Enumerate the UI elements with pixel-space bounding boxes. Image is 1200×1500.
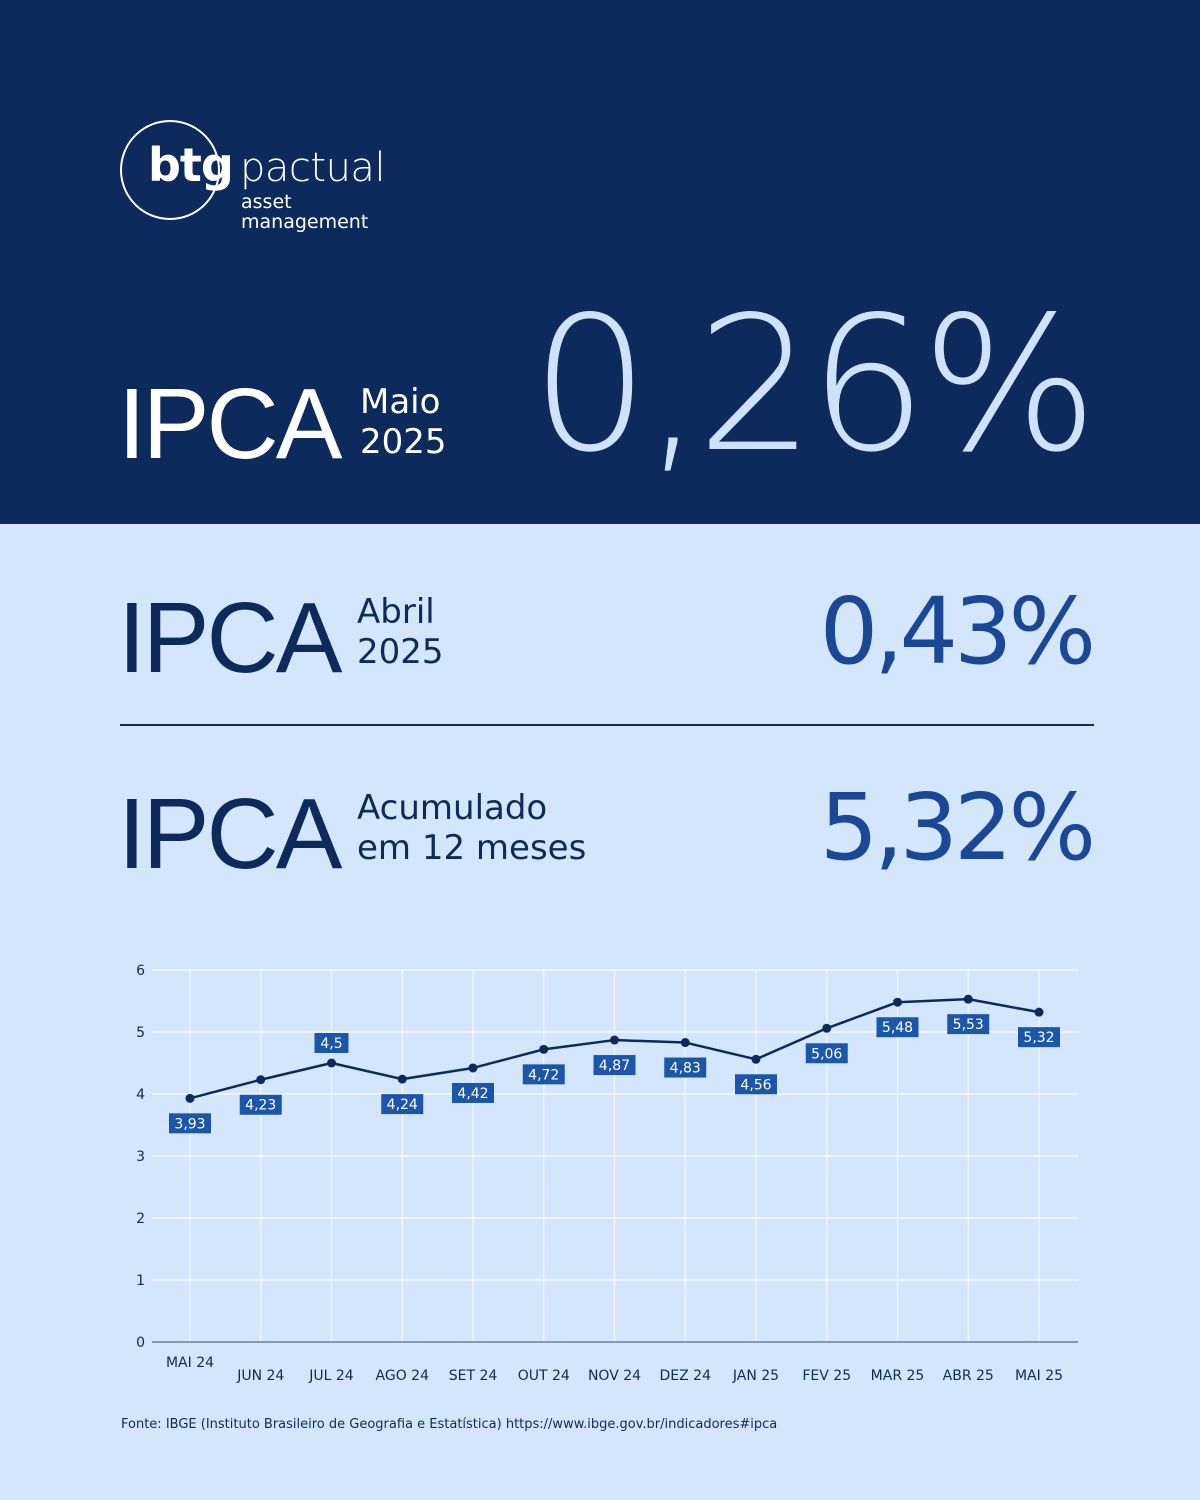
data-point [185, 1093, 195, 1103]
btg-pactual-logo: btg pactual asset management [118, 118, 398, 243]
summary-panel: IPCA Abril 2025 0,43% IPCA Acumulado em … [0, 524, 1200, 1500]
y-tick-label: 3 [136, 1149, 145, 1165]
logo-pactual-text: pactual [240, 145, 386, 191]
data-label-box [522, 1064, 565, 1085]
source-footnote: Fonte: IBGE (Instituto Brasileiro de Geo… [121, 1417, 778, 1432]
data-point [610, 1035, 619, 1045]
data-label: 4,24 [387, 1097, 418, 1113]
previous-period-month: Abril [357, 592, 435, 632]
x-tick-label: JUN 24 [236, 1368, 284, 1384]
data-label-box [593, 1055, 636, 1076]
data-point [327, 1058, 336, 1068]
data-label-box [805, 1043, 848, 1064]
header-period-year: 2025 [360, 422, 447, 462]
y-tick-label: 1 [136, 1273, 145, 1289]
y-tick-label: 2 [136, 1211, 145, 1227]
data-label: 5,53 [953, 1017, 984, 1033]
header-ipca-value: 0,26% [531, 276, 1098, 493]
x-tick-label: JAN 25 [732, 1368, 779, 1384]
x-tick-label: ABR 25 [943, 1368, 994, 1384]
divider-line [120, 724, 1094, 726]
previous-ipca-label: IPCA [118, 582, 342, 694]
x-tick-label: MAR 25 [871, 1368, 925, 1384]
header-ipca-label: IPCA [118, 368, 342, 480]
data-label: 4,23 [245, 1098, 276, 1114]
header-panel: btg pactual asset management IPCA Maio 2… [0, 0, 1200, 524]
data-label: 4,83 [670, 1061, 701, 1077]
data-label: 4,56 [740, 1077, 771, 1093]
logo-circle-icon [120, 120, 220, 220]
accumulated-period-line2: em 12 meses [357, 828, 587, 868]
data-point [397, 1074, 407, 1084]
x-tick-label: OUT 24 [518, 1368, 570, 1384]
data-label-box [314, 1033, 349, 1053]
data-label-box [1018, 1027, 1060, 1048]
accumulated-period-line1: Acumulado [357, 788, 548, 828]
data-label: 5,32 [1023, 1030, 1054, 1046]
data-point [751, 1054, 761, 1064]
data-label: 4,72 [528, 1067, 559, 1083]
accumulated-ipca-label: IPCA [118, 778, 342, 890]
data-label-box [452, 1082, 494, 1103]
data-label-box [169, 1113, 211, 1134]
ipca-12m-line-chart: 0 1 2 3 4 5 6 MAI 24 JUN 24 JUL 24 AGO 24 SET 24 OUT… [0, 940, 1200, 1400]
accumulated-ipca-value: 5,32% [819, 774, 1096, 881]
data-point [680, 1038, 690, 1048]
data-label-box [381, 1094, 424, 1115]
data-label: 5,48 [882, 1020, 913, 1036]
data-label: 4,87 [599, 1058, 630, 1074]
previous-period: Abril 2025 [357, 592, 444, 672]
data-point [893, 997, 902, 1007]
data-point [822, 1023, 832, 1033]
logo-management-text: management [241, 211, 369, 233]
data-label: 5,06 [811, 1046, 842, 1062]
data-point [256, 1075, 266, 1085]
x-tick-label: SET 24 [449, 1368, 498, 1384]
x-tick-label: JUL 24 [308, 1368, 354, 1384]
data-label-box [239, 1094, 282, 1115]
data-label: 4,5 [320, 1036, 342, 1052]
accumulated-period: Acumulado em 12 meses [357, 788, 586, 868]
data-label-box [947, 1014, 990, 1035]
previous-ipca-value: 0,43% [819, 578, 1096, 685]
data-label-box [735, 1074, 777, 1095]
data-label-box [664, 1057, 707, 1078]
logo-asset-text: asset [241, 191, 292, 213]
x-tick-label: MAI 24 [166, 1355, 214, 1371]
y-tick-label: 0 [136, 1335, 145, 1351]
y-tick-label: 6 [136, 963, 145, 979]
chart-svg: 0 1 2 3 4 5 6 MAI 24 JUN 24 JUL 24 AGO 24 SET 24 OUT… [136, 963, 1078, 1384]
y-tick-label: 4 [136, 1087, 145, 1103]
x-tick-label: NOV 24 [588, 1368, 641, 1384]
logo-btg-text: btg [148, 138, 234, 192]
data-point [468, 1063, 478, 1073]
x-tick-label: MAI 25 [1015, 1368, 1063, 1384]
y-tick-label: 5 [136, 1025, 145, 1041]
data-point [963, 994, 973, 1004]
x-tick-label: FEV 25 [802, 1368, 851, 1384]
data-label: 3,93 [174, 1116, 205, 1132]
data-label: 4,42 [457, 1086, 488, 1102]
header-period: Maio 2025 [360, 382, 447, 462]
previous-period-year: 2025 [357, 632, 444, 672]
x-tick-label: AGO 24 [376, 1368, 430, 1384]
data-point [539, 1044, 549, 1054]
x-tick-label: DEZ 24 [660, 1368, 712, 1384]
data-label-box [876, 1017, 919, 1038]
header-period-month: Maio [360, 382, 441, 422]
data-point [1034, 1007, 1044, 1017]
